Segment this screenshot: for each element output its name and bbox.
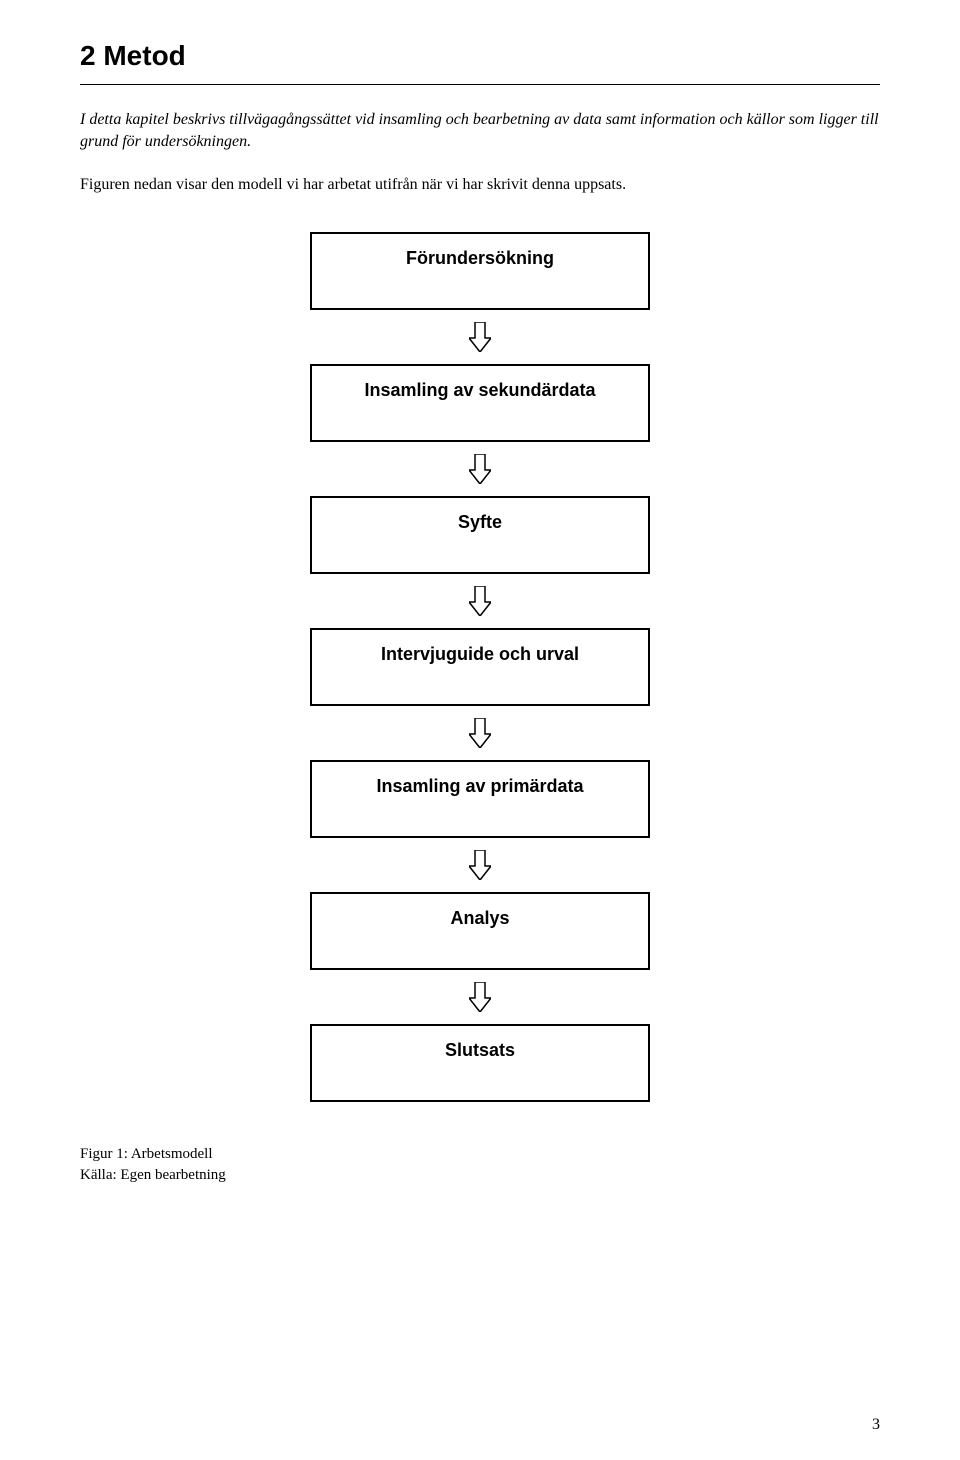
flow-box-3: Syfte	[310, 496, 650, 574]
flow-box-6: Analys	[310, 892, 650, 970]
flow-arrow-icon	[469, 982, 491, 1012]
flow-box-2: Insamling av sekundärdata	[310, 364, 650, 442]
flow-box-label: Insamling av sekundärdata	[364, 380, 595, 401]
caption-line-2: Källa: Egen bearbetning	[80, 1165, 880, 1186]
flow-box-label: Förundersökning	[406, 248, 554, 269]
flow-box-label: Syfte	[458, 512, 502, 533]
divider	[80, 84, 880, 85]
flow-arrow-icon	[469, 454, 491, 484]
flow-box-1: Förundersökning	[310, 232, 650, 310]
flow-arrow-icon	[469, 850, 491, 880]
flow-box-label: Insamling av primärdata	[376, 776, 583, 797]
figure-caption: Figur 1: Arbetsmodell Källa: Egen bearbe…	[80, 1144, 880, 1186]
flowchart: Förundersökning Insamling av sekundärdat…	[80, 232, 880, 1102]
caption-line-1: Figur 1: Arbetsmodell	[80, 1144, 880, 1165]
flow-box-5: Insamling av primärdata	[310, 760, 650, 838]
flow-arrow-icon	[469, 322, 491, 352]
page-number: 3	[872, 1416, 880, 1434]
flow-arrow-icon	[469, 586, 491, 616]
flow-box-4: Intervjuguide och urval	[310, 628, 650, 706]
flow-arrow-icon	[469, 718, 491, 748]
flow-box-label: Analys	[450, 908, 509, 929]
intro-normal-text: Figuren nedan visar den modell vi har ar…	[80, 174, 880, 196]
section-heading: 2 Metod	[80, 40, 880, 72]
flow-box-label: Slutsats	[445, 1040, 515, 1061]
intro-italic-text: I detta kapitel beskrivs tillvägagångssä…	[80, 109, 880, 154]
flow-box-7: Slutsats	[310, 1024, 650, 1102]
flow-box-label: Intervjuguide och urval	[381, 644, 579, 665]
